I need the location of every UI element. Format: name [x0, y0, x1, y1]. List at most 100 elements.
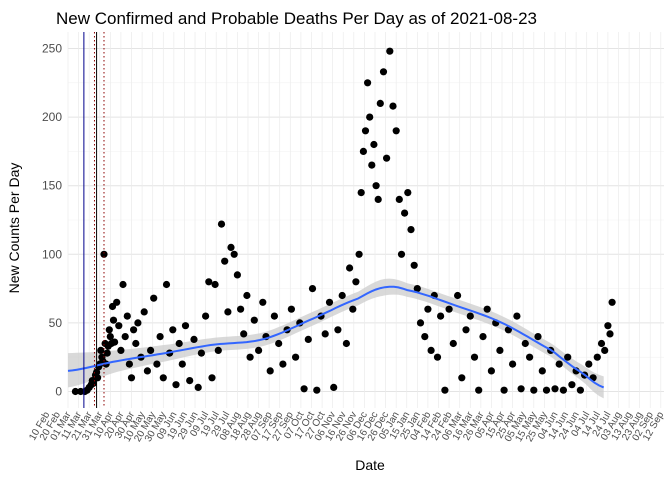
data-point — [413, 285, 421, 293]
data-point — [202, 312, 210, 320]
data-point — [424, 305, 432, 313]
data-point — [466, 312, 474, 320]
confidence-band — [68, 278, 604, 399]
data-point — [555, 360, 563, 368]
data-point — [105, 326, 113, 334]
data-point — [221, 257, 229, 265]
data-point — [433, 353, 442, 361]
data-point — [392, 127, 400, 135]
data-point — [169, 326, 177, 334]
data-point — [243, 291, 251, 300]
data-point — [526, 353, 534, 361]
data-point — [410, 261, 418, 269]
data-point — [147, 346, 155, 354]
data-point — [383, 154, 391, 162]
data-point — [150, 294, 158, 302]
data-point — [608, 298, 616, 306]
data-point — [496, 346, 504, 354]
data-point — [115, 322, 123, 330]
data-point — [334, 326, 342, 334]
data-point — [266, 367, 274, 375]
data-point — [416, 319, 425, 327]
data-point — [538, 367, 546, 375]
data-point — [162, 280, 171, 289]
data-point — [357, 189, 365, 197]
data-point — [240, 330, 248, 338]
data-point — [117, 346, 125, 354]
data-point — [140, 308, 148, 316]
data-point — [374, 195, 382, 203]
data-point — [279, 360, 287, 368]
y-tick-label: 150 — [42, 179, 62, 193]
data-point — [123, 312, 131, 320]
data-point — [125, 360, 133, 368]
data-point — [517, 385, 525, 393]
data-point — [217, 220, 226, 228]
data-point — [308, 285, 317, 293]
y-tick-label: 50 — [49, 316, 63, 330]
trend-line — [67, 285, 605, 389]
data-point — [224, 308, 232, 316]
data-point — [397, 250, 406, 258]
data-point — [542, 386, 551, 394]
chart-title: New Confirmed and Probable Deaths Per Da… — [56, 9, 537, 28]
data-point — [121, 333, 129, 341]
y-tick-label: 200 — [42, 110, 62, 124]
data-point — [71, 387, 79, 396]
data-point — [134, 319, 142, 327]
data-point — [349, 305, 357, 313]
data-point — [454, 291, 462, 300]
data-point — [113, 298, 121, 306]
data-point — [250, 316, 258, 324]
data-point — [372, 182, 380, 190]
data-point — [421, 333, 429, 341]
data-point — [156, 333, 164, 341]
data-point — [100, 250, 108, 258]
data-point — [479, 333, 487, 341]
data-point — [325, 298, 334, 306]
data-point — [534, 333, 542, 341]
data-point — [606, 330, 614, 338]
y-tick-label: 250 — [42, 41, 62, 55]
data-point — [211, 280, 219, 289]
data-point — [458, 374, 466, 382]
data-point — [401, 209, 409, 217]
data-point — [576, 386, 585, 394]
data-point — [111, 338, 119, 346]
data-point — [97, 346, 105, 354]
data-point — [300, 385, 308, 393]
data-point — [246, 353, 254, 361]
data-point — [376, 99, 384, 107]
reference-lines — [83, 32, 105, 408]
data-point — [186, 377, 194, 385]
data-point — [197, 349, 205, 357]
data-point — [313, 386, 321, 394]
data-point — [366, 113, 374, 121]
y-axis-ticks: 0 50 100 150 200 250 — [42, 41, 62, 398]
data-point — [513, 312, 521, 320]
data-point — [475, 386, 483, 394]
data-point — [346, 264, 354, 272]
data-point — [270, 312, 278, 320]
data-point — [508, 360, 517, 368]
data-point — [304, 335, 312, 343]
data-point — [564, 353, 572, 361]
data-point — [370, 140, 378, 149]
data-point — [445, 305, 453, 313]
data-point — [181, 322, 190, 330]
data-point — [551, 385, 559, 393]
data-point — [462, 326, 470, 334]
data-point — [338, 291, 346, 300]
data-point — [194, 383, 202, 391]
data-point — [233, 271, 241, 279]
data-point — [521, 339, 529, 348]
y-axis-title: New Counts Per Day — [6, 163, 22, 294]
data-point — [89, 379, 97, 387]
data-point — [287, 305, 295, 313]
data-point — [172, 381, 180, 389]
data-point — [275, 339, 283, 348]
data-point — [143, 367, 151, 375]
data-point — [407, 226, 415, 234]
data-point — [386, 47, 394, 55]
